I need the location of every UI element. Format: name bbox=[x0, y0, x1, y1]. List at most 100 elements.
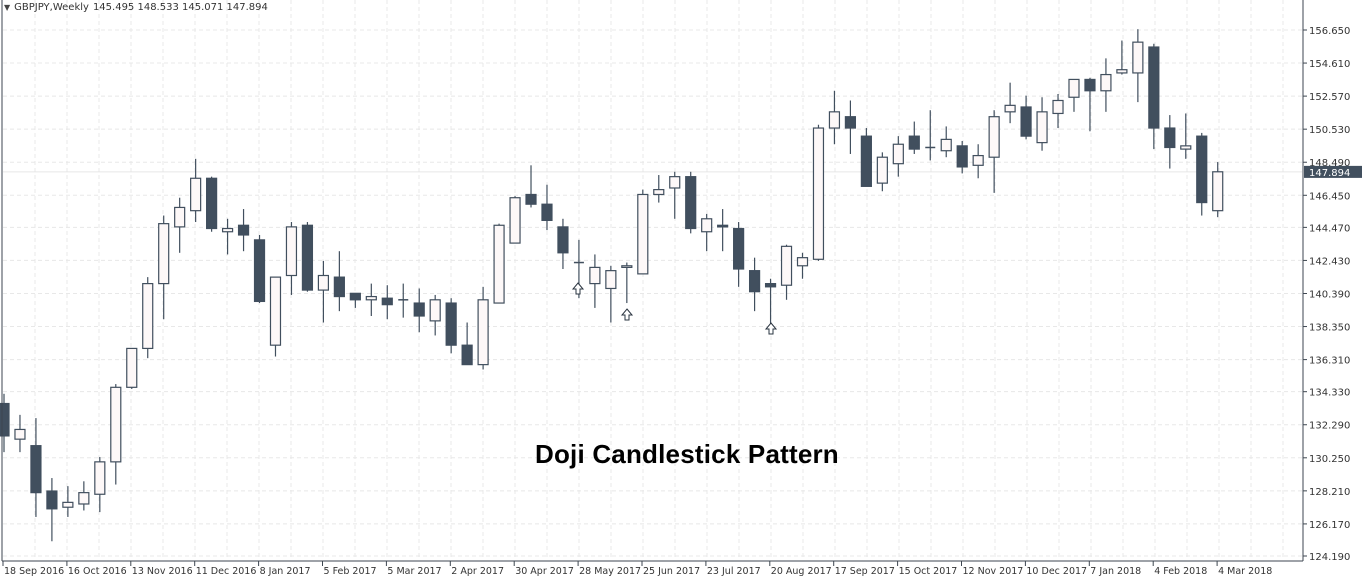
date-tick-label: 2 Apr 2017 bbox=[451, 566, 504, 577]
price-tick-label: 130.250 bbox=[1309, 454, 1350, 465]
candle bbox=[142, 277, 154, 359]
price-tick-label: 154.610 bbox=[1309, 59, 1350, 70]
pattern-annotation: Doji Candlestick Pattern bbox=[535, 439, 839, 469]
candle bbox=[126, 347, 138, 389]
date-tick-label: 7 Jan 2018 bbox=[1090, 566, 1141, 577]
candle bbox=[445, 298, 457, 354]
symbol-timeframe: GBPJPY,Weekly bbox=[14, 2, 89, 13]
candle bbox=[94, 456, 106, 513]
date-tick-label: 5 Mar 2017 bbox=[387, 566, 441, 577]
candle bbox=[541, 184, 553, 231]
candle bbox=[349, 292, 361, 308]
time-axis[interactable]: 18 Sep 2016 16 Oct 2016 13 Nov 2016 11 Dec … bbox=[2, 561, 1272, 577]
candle bbox=[1004, 82, 1016, 124]
date-tick-label: 11 Dec 2016 bbox=[196, 566, 257, 577]
date-tick-label: 30 Apr 2017 bbox=[515, 566, 574, 577]
candle bbox=[1020, 95, 1032, 140]
candle bbox=[1068, 78, 1080, 112]
up-arrow-icon bbox=[571, 282, 585, 295]
candle bbox=[477, 286, 489, 370]
date-tick-label: 4 Mar 2018 bbox=[1218, 566, 1272, 577]
current-price-label: 147.894 bbox=[1309, 168, 1350, 179]
candle bbox=[62, 486, 74, 517]
candle bbox=[557, 218, 569, 270]
candle bbox=[733, 222, 745, 287]
candle bbox=[1132, 29, 1144, 103]
candle bbox=[748, 257, 761, 312]
candle bbox=[669, 171, 681, 219]
candle bbox=[174, 197, 186, 253]
date-tick-label: 28 May 2017 bbox=[579, 566, 641, 577]
candle bbox=[365, 283, 377, 317]
candle bbox=[637, 189, 649, 275]
price-tick-label: 138.350 bbox=[1309, 323, 1350, 334]
candle bbox=[253, 234, 266, 304]
chart-title-bar: ▼ GBPJPY,Weekly 145.495 148.533 145.071 … bbox=[4, 2, 268, 13]
candle bbox=[844, 100, 857, 154]
candle bbox=[78, 481, 90, 511]
price-tick-label: 144.470 bbox=[1309, 223, 1350, 234]
date-tick-label: 8 Jan 2017 bbox=[260, 566, 311, 577]
candle bbox=[860, 128, 872, 187]
triangle-down-icon[interactable]: ▼ bbox=[4, 3, 11, 12]
candle bbox=[1052, 94, 1064, 129]
date-tick-label: 16 Oct 2016 bbox=[68, 566, 127, 577]
price-tick-label: 152.570 bbox=[1309, 92, 1350, 103]
date-tick-label: 25 Jun 2017 bbox=[643, 566, 700, 577]
candle bbox=[1036, 97, 1048, 151]
candle bbox=[1180, 113, 1192, 159]
candle bbox=[30, 418, 42, 517]
date-tick-label: 17 Sep 2017 bbox=[835, 566, 895, 577]
date-tick-label: 15 Oct 2017 bbox=[899, 566, 958, 577]
up-arrow-icon bbox=[764, 322, 778, 335]
candle bbox=[493, 223, 505, 304]
candle bbox=[653, 175, 665, 203]
candle bbox=[780, 244, 793, 300]
candle bbox=[269, 276, 282, 357]
candle bbox=[956, 141, 968, 174]
ohlc-values: 145.495 148.533 145.071 147.894 bbox=[92, 2, 268, 13]
candle bbox=[876, 152, 888, 192]
candle bbox=[237, 209, 250, 252]
candle bbox=[190, 158, 202, 223]
date-tick-label: 13 Nov 2016 bbox=[132, 566, 193, 577]
candle bbox=[796, 252, 809, 279]
candle bbox=[301, 222, 314, 292]
candle bbox=[525, 165, 537, 208]
candle bbox=[398, 283, 409, 318]
candle bbox=[158, 215, 170, 320]
candle bbox=[429, 294, 441, 336]
date-tick-label: 20 Aug 2017 bbox=[771, 566, 832, 577]
up-arrow-icon bbox=[620, 308, 634, 321]
candle bbox=[509, 196, 521, 244]
candle-series bbox=[0, 29, 1224, 542]
candle bbox=[908, 121, 920, 154]
candle bbox=[764, 278, 777, 325]
candle bbox=[110, 384, 122, 485]
candle bbox=[812, 124, 825, 261]
candle bbox=[940, 126, 952, 158]
candle bbox=[0, 393, 10, 453]
date-tick-label: 18 Sep 2016 bbox=[4, 566, 64, 577]
candle bbox=[1212, 162, 1224, 218]
date-tick-label: 12 Nov 2017 bbox=[963, 566, 1024, 577]
price-tick-label: 140.390 bbox=[1309, 289, 1350, 300]
candle bbox=[605, 265, 617, 323]
price-tick-label: 128.210 bbox=[1309, 487, 1350, 498]
price-tick-label: 126.170 bbox=[1309, 520, 1350, 531]
price-axis[interactable]: 156.650 154.610 152.570 150.530 148.490 146.4… bbox=[1303, 26, 1350, 563]
candle bbox=[461, 322, 473, 366]
candle bbox=[1116, 40, 1128, 75]
candle bbox=[988, 110, 1000, 193]
price-tick-label: 124.190 bbox=[1309, 552, 1350, 563]
candle bbox=[14, 414, 26, 453]
doji-markers bbox=[571, 282, 778, 335]
candle bbox=[1084, 77, 1096, 132]
date-tick-label: 10 Dec 2017 bbox=[1026, 566, 1087, 577]
date-tick-label: 4 Feb 2018 bbox=[1154, 566, 1207, 577]
candle bbox=[413, 288, 425, 333]
price-tick-label: 146.450 bbox=[1309, 191, 1350, 202]
candle bbox=[317, 260, 329, 323]
